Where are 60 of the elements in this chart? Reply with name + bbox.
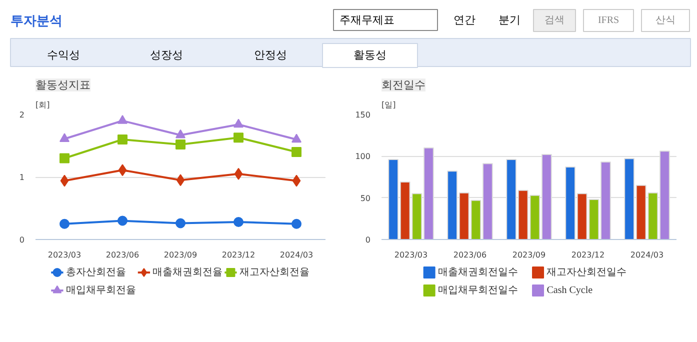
text: 투자분석: [10, 13, 62, 28]
legend-label: 재고자산회전일수: [546, 267, 627, 278]
x-tick-label: 2023/12: [571, 250, 605, 260]
legend-label: Cash Cycle: [546, 285, 594, 296]
x-tick-label: 2023/09: [164, 250, 198, 260]
point: [176, 174, 185, 186]
text: 수익성: [47, 50, 80, 62]
point: [234, 118, 244, 128]
point: [118, 216, 128, 226]
point: [118, 164, 127, 176]
x-tick-label: 2023/03: [394, 250, 428, 260]
point: [60, 174, 69, 187]
point: [292, 174, 301, 187]
chart-title: 활동성지표: [36, 78, 90, 92]
point: [234, 132, 244, 143]
point: [234, 217, 244, 227]
text: 성장성: [150, 50, 183, 62]
text: 안정성: [254, 50, 287, 62]
text: 분기: [498, 14, 520, 26]
x-tick-label: 2023/06: [106, 250, 140, 260]
y-tick-label: 50: [360, 194, 371, 203]
point: [176, 140, 186, 150]
y-axis-title: [일]: [382, 100, 396, 110]
text: 연간: [454, 14, 476, 26]
point: [176, 129, 186, 138]
point: [292, 147, 302, 157]
y-tick-label: 0: [19, 236, 25, 244]
point: [60, 153, 70, 164]
chart-title: 회전일수: [382, 78, 426, 92]
point: [234, 168, 243, 180]
y-tick-label: 100: [355, 152, 371, 162]
x-tick-label: 2023/03: [48, 250, 82, 260]
x-tick-label: 2024/03: [630, 250, 664, 260]
y-tick-label: 2: [19, 110, 25, 120]
y-tick-label: 0: [365, 236, 371, 244]
point: [60, 218, 70, 229]
point: [118, 134, 128, 144]
legend-label: 매입채무회전율: [66, 285, 136, 296]
x-tick-label: 2023/06: [453, 250, 487, 260]
y-tick-label: 1: [19, 173, 25, 182]
text: 검색: [544, 15, 564, 26]
x-tick-label: 2024/03: [280, 250, 314, 260]
x-tick-label: 2023/09: [512, 250, 546, 260]
point: [292, 134, 302, 143]
legend-label: 재고자산회전율: [239, 267, 310, 278]
legend-label: 매출채권회전일수: [438, 267, 518, 278]
text: 활동성: [354, 50, 386, 62]
point: [292, 218, 302, 229]
x-tick-label: 2023/12: [222, 250, 256, 260]
point: [60, 133, 70, 142]
y-axis-title: [회]: [36, 100, 50, 110]
text: 주재무제표: [340, 14, 394, 26]
text: IFRS: [598, 15, 620, 26]
point: [176, 218, 186, 228]
legend-label: 총자산회전율: [66, 267, 126, 278]
text: 산식: [656, 15, 676, 26]
legend-label: 매입채무회전일수: [438, 285, 518, 296]
y-tick-label: 150: [355, 110, 371, 120]
point: [118, 115, 128, 124]
legend-label: 매출채권회전율: [152, 267, 223, 278]
